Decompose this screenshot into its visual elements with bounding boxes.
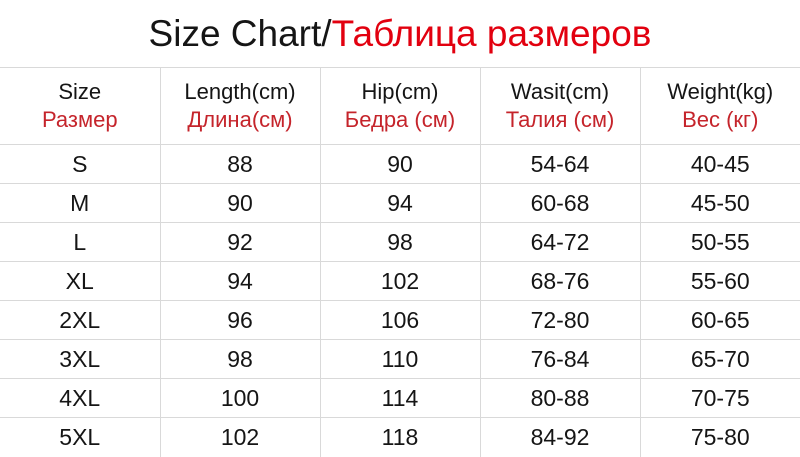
size-cell: XL [0,261,161,301]
size-chart-table: Size Размер Length(cm) Длина(см) Hip(cm) Бедр… [0,67,800,457]
size-cell: 4XL [0,378,161,418]
page-title-en: Size Chart/ [148,12,332,54]
table-row-3xl: 3XL 98 110 76-84 65-70 [0,339,800,379]
value-cell: 98 [159,339,321,379]
header-label-en: Size [58,78,102,104]
header-label-ru: Размер [41,107,118,132]
value-cell: 102 [159,417,321,457]
value-cell: 75-80 [639,417,800,457]
value-cell: 65-70 [639,339,800,379]
value-cell: 60-68 [479,183,641,223]
value-cell: 102 [319,261,481,301]
size-cell: M [0,183,161,223]
header-label-ru: Талия (см) [505,107,615,132]
value-cell: 106 [319,300,481,340]
table-body: S 88 90 54-64 40-45 M 90 94 60-68 45-50 L 92 98 64-72… [0,144,800,457]
value-cell: 96 [159,300,321,340]
page-title: Size Chart/Таблица размеров [0,0,800,67]
header-row: Size Размер Length(cm) Длина(см) Hip(cm) Бедр… [0,67,800,145]
value-cell: 64-72 [479,222,641,262]
table-row-s: S 88 90 54-64 40-45 [0,144,800,184]
size-cell: 2XL [0,300,161,340]
column-header-wasit-cm: Wasit(cm) Талия (см) [479,67,641,145]
value-cell: 76-84 [479,339,641,379]
header-label-ru: Вес (кг) [682,107,759,132]
header-label-ru: Бедра (см) [344,107,456,132]
value-cell: 55-60 [639,261,800,301]
table-row-l: L 92 98 64-72 50-55 [0,222,800,262]
header-label-en: Hip(cm) [361,78,439,104]
header-label-en: Wasit(cm) [510,78,610,104]
value-cell: 92 [159,222,321,262]
value-cell: 60-65 [639,300,800,340]
column-header-hip-cm: Hip(cm) Бедра (см) [319,67,481,145]
value-cell: 84-92 [479,417,641,457]
header-label-ru: Длина(см) [187,107,293,132]
value-cell: 40-45 [639,144,800,184]
value-cell: 100 [159,378,321,418]
value-cell: 90 [159,183,321,223]
value-cell: 90 [319,144,481,184]
table-row-2xl: 2XL 96 106 72-80 60-65 [0,300,800,340]
value-cell: 114 [319,378,481,418]
value-cell: 80-88 [479,378,641,418]
value-cell: 94 [319,183,481,223]
header-label-en: Length(cm) [184,78,296,104]
column-header-weight-kg: Weight(kg) Вес (кг) [639,67,800,145]
value-cell: 110 [319,339,481,379]
column-header-size: Size Размер [0,67,161,145]
value-cell: 70-75 [639,378,800,418]
value-cell: 118 [319,417,481,457]
value-cell: 88 [159,144,321,184]
table-row-xl: XL 94 102 68-76 55-60 [0,261,800,301]
page-title-ru: Таблица размеров [331,12,652,54]
value-cell: 98 [319,222,481,262]
value-cell: 68-76 [479,261,641,301]
value-cell: 72-80 [479,300,641,340]
value-cell: 94 [159,261,321,301]
table-row-4xl: 4XL 100 114 80-88 70-75 [0,378,800,418]
table-row-m: M 90 94 60-68 45-50 [0,183,800,223]
value-cell: 54-64 [479,144,641,184]
table-row-5xl: 5XL 102 118 84-92 75-80 [0,417,800,457]
size-cell: 3XL [0,339,161,379]
value-cell: 50-55 [639,222,800,262]
size-cell: 5XL [0,417,161,457]
size-cell: S [0,144,161,184]
column-header-length-cm: Length(cm) Длина(см) [159,67,321,145]
header-label-en: Weight(kg) [667,78,774,104]
value-cell: 45-50 [639,183,800,223]
size-cell: L [0,222,161,262]
